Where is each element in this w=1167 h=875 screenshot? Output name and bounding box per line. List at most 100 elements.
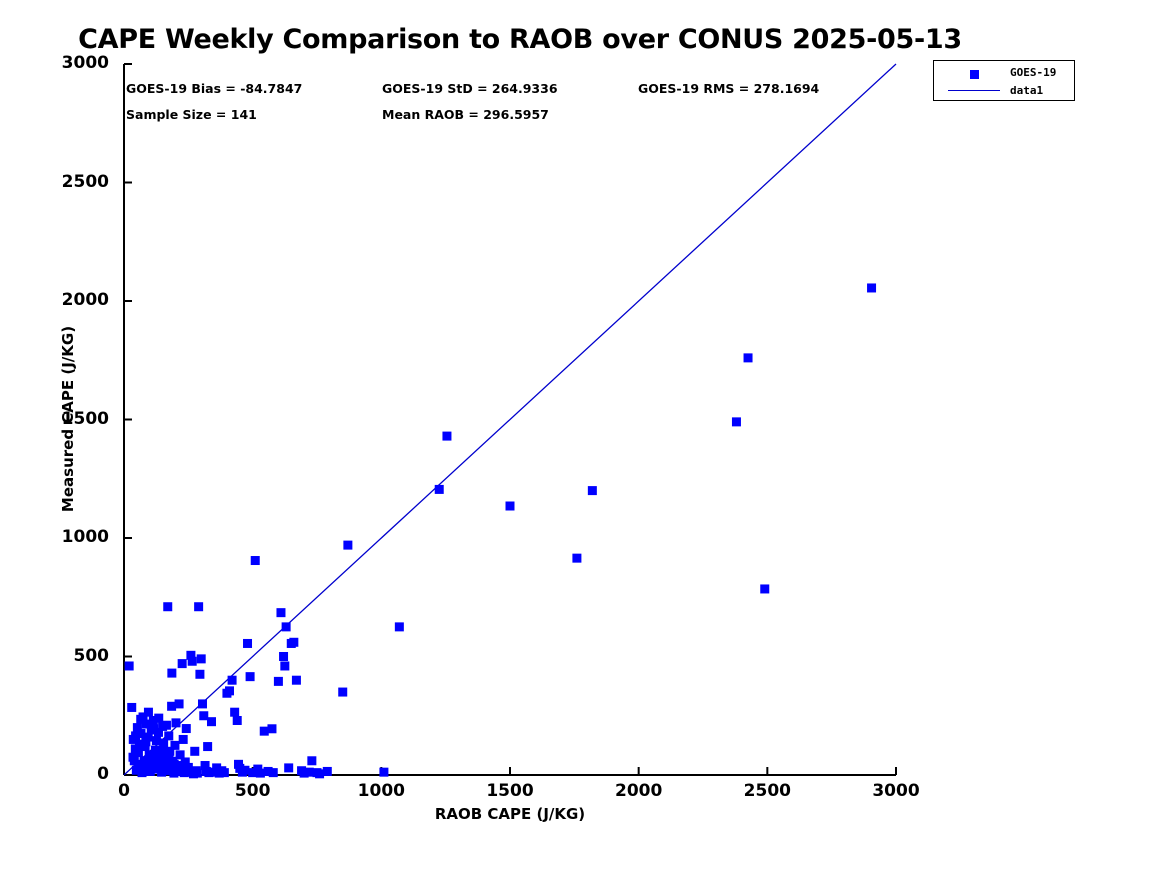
data-point-marker bbox=[322, 766, 332, 776]
data-point-marker bbox=[255, 768, 265, 778]
data-point-marker bbox=[338, 687, 348, 697]
x-tick-label: 3000 bbox=[872, 781, 920, 801]
x-tick-label: 2000 bbox=[614, 781, 663, 801]
data-point-marker bbox=[281, 622, 291, 632]
data-point-marker bbox=[203, 742, 213, 752]
data-point-marker bbox=[200, 761, 210, 771]
legend-marker-goes19 bbox=[970, 70, 979, 79]
data-point-marker bbox=[153, 727, 163, 737]
y-tick-label: 0 bbox=[97, 764, 109, 784]
data-point-marker bbox=[171, 718, 181, 728]
data-point-marker bbox=[273, 676, 283, 686]
data-point-marker bbox=[131, 731, 141, 741]
data-point-marker bbox=[248, 768, 258, 778]
y-tick-label: 500 bbox=[73, 645, 110, 666]
data-point-marker bbox=[136, 714, 146, 724]
data-point-marker bbox=[279, 652, 289, 661]
data-point-marker bbox=[280, 661, 290, 671]
data-point-marker bbox=[148, 715, 158, 725]
x-axis-label: RAOB CAPE (J/KG) bbox=[434, 805, 586, 823]
data-point-marker bbox=[343, 540, 353, 550]
data-point-marker bbox=[284, 763, 294, 773]
data-point-marker bbox=[134, 739, 144, 749]
annotation-std: GOES-19 StD = 264.9336 bbox=[382, 81, 558, 96]
data-point-marker bbox=[250, 556, 260, 566]
data-point-marker bbox=[159, 738, 169, 748]
data-point-marker bbox=[124, 661, 134, 671]
data-point-marker bbox=[151, 736, 161, 746]
annotation-rms: GOES-19 RMS = 278.1694 bbox=[638, 81, 820, 96]
data-point-marker bbox=[267, 724, 277, 734]
reference-line bbox=[123, 63, 897, 776]
data-point-marker bbox=[143, 732, 153, 742]
data-point-marker bbox=[181, 724, 191, 734]
data-point-marker bbox=[315, 769, 325, 779]
annotation-bias: GOES-19 Bias = -84.7847 bbox=[126, 81, 303, 96]
data-point-marker bbox=[190, 746, 200, 756]
data-point-marker bbox=[867, 283, 877, 293]
data-point-marker bbox=[379, 767, 389, 777]
data-point-marker bbox=[159, 763, 169, 773]
data-point-marker bbox=[195, 669, 205, 679]
data-point-marker bbox=[169, 759, 179, 769]
data-points bbox=[124, 283, 877, 779]
data-point-marker bbox=[442, 431, 452, 441]
data-point-marker bbox=[204, 768, 214, 778]
data-point-marker bbox=[170, 740, 180, 750]
data-point-marker bbox=[143, 707, 153, 717]
data-point-marker bbox=[572, 553, 582, 563]
data-point-marker bbox=[141, 719, 151, 729]
data-point-marker bbox=[276, 608, 286, 618]
x-tick-label: 1500 bbox=[486, 781, 534, 801]
data-point-marker bbox=[304, 767, 314, 777]
data-point-marker bbox=[132, 723, 142, 733]
data-point-marker bbox=[139, 756, 149, 766]
data-point-marker bbox=[587, 486, 597, 496]
data-point-marker bbox=[245, 672, 255, 682]
data-point-marker bbox=[186, 650, 196, 660]
y-tick-label: 1000 bbox=[61, 527, 109, 547]
data-point-marker bbox=[165, 746, 175, 756]
legend[interactable]: GOES-19 data1 bbox=[933, 60, 1075, 101]
data-point-marker bbox=[243, 638, 253, 648]
page-title: CAPE Weekly Comparison to RAOB over CONU… bbox=[78, 24, 962, 55]
data-point-marker bbox=[128, 752, 138, 762]
data-point-marker bbox=[177, 659, 187, 669]
one-to-one-line bbox=[123, 63, 897, 776]
data-point-marker bbox=[151, 755, 161, 765]
data-point-marker bbox=[197, 699, 207, 709]
data-point-marker bbox=[183, 762, 193, 772]
x-tick-label: 2500 bbox=[743, 781, 791, 801]
data-point-marker bbox=[230, 707, 240, 717]
data-point-marker bbox=[145, 766, 155, 776]
x-tick-label: 500 bbox=[234, 781, 271, 801]
data-point-marker bbox=[150, 745, 160, 755]
data-point-marker bbox=[240, 765, 250, 775]
y-tick-label: 3000 bbox=[61, 53, 109, 73]
y-tick-label: 2000 bbox=[61, 290, 109, 310]
data-point-marker bbox=[192, 768, 202, 778]
data-point-marker bbox=[133, 759, 143, 769]
data-point-marker bbox=[219, 768, 229, 778]
data-point-marker bbox=[146, 758, 156, 768]
data-point-marker bbox=[138, 765, 148, 775]
data-point-marker bbox=[199, 711, 209, 721]
data-point-marker bbox=[232, 715, 242, 725]
y-axis-label: Measured CAPE (J/KG) bbox=[59, 325, 77, 513]
data-point-marker bbox=[161, 720, 171, 730]
data-point-marker bbox=[731, 417, 741, 427]
data-point-marker bbox=[212, 763, 222, 773]
legend-label-data1: data1 bbox=[1010, 84, 1044, 97]
data-point-marker bbox=[291, 675, 301, 685]
data-point-marker bbox=[289, 637, 299, 647]
data-point-marker bbox=[760, 584, 770, 594]
y-tick-label: 2500 bbox=[61, 171, 109, 192]
data-point-marker bbox=[174, 699, 184, 709]
data-point-marker bbox=[743, 353, 753, 363]
data-point-marker bbox=[225, 686, 235, 696]
data-point-marker bbox=[505, 501, 515, 511]
data-point-marker bbox=[180, 757, 190, 767]
data-point-marker bbox=[141, 737, 151, 747]
x-tick-label: 0 bbox=[118, 781, 130, 801]
